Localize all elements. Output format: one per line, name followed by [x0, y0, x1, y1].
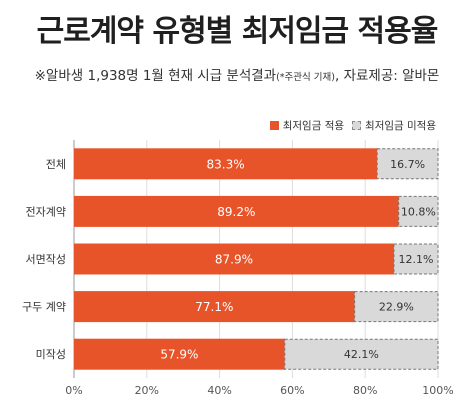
bar-applied	[74, 148, 378, 180]
subtitle-source: , 자료제공: 알바몬	[334, 68, 440, 84]
category-label: 전자계약	[26, 204, 66, 218]
data-label-applied: 89.2%	[217, 205, 255, 219]
category-label: 전체	[46, 158, 66, 171]
subtitle-note: (*주관식 기재)	[276, 72, 335, 83]
x-tick-label: 80%	[353, 384, 377, 397]
bar-applied	[74, 243, 394, 275]
category-label: 구두 계약	[22, 300, 66, 314]
legend-label-not-applied: 최저임금 미적용	[365, 120, 436, 132]
legend-item-applied: 최저임금 적용	[269, 118, 345, 133]
x-tick-label: 40%	[207, 384, 231, 397]
chart-subtitle: ※알바생 1,938명 1월 현재 시급 분석결과(*주관식 기재), 자료제공…	[0, 64, 474, 84]
data-label-applied: 77.1%	[195, 300, 233, 314]
bar-not-applied	[284, 338, 439, 370]
legend-item-not-applied: 최저임금 미적용	[352, 118, 436, 133]
legend-swatch-applied	[269, 121, 279, 130]
bar-applied	[74, 338, 285, 370]
chart-legend: 최저임금 적용 최저임금 미적용	[262, 118, 436, 133]
x-tick-label: 20%	[135, 384, 159, 397]
data-label-applied: 87.9%	[215, 253, 253, 267]
bar-not-applied	[398, 195, 439, 227]
legend-swatch-not-applied	[352, 121, 362, 130]
data-label-not-applied: 22.9%	[379, 301, 414, 314]
x-tick-label: 100%	[422, 384, 453, 397]
category-label: 서면작성	[26, 253, 66, 266]
bar-not-applied	[376, 148, 439, 180]
data-label-not-applied: 12.1%	[399, 253, 434, 266]
data-label-not-applied: 10.8%	[401, 205, 436, 218]
category-label: 미작성	[36, 348, 66, 361]
bar-applied	[74, 291, 355, 323]
bar-not-applied	[393, 243, 439, 275]
subtitle-main: ※알바생 1,938명 1월 현재 시급 분석결과	[34, 68, 277, 84]
data-label-not-applied: 16.7%	[390, 158, 425, 171]
data-label-applied: 83.3%	[207, 157, 245, 171]
bar-not-applied	[354, 291, 439, 323]
x-tick-label: 0%	[65, 384, 82, 397]
chart-title: 근로계약 유형별 최저임금 적용율	[36, 14, 439, 49]
data-label-applied: 57.9%	[160, 348, 198, 362]
x-tick-label: 60%	[280, 384, 304, 397]
legend-label-applied: 최저임금 적용	[282, 120, 345, 132]
data-label-not-applied: 42.1%	[344, 348, 379, 361]
bar-applied	[74, 195, 399, 227]
